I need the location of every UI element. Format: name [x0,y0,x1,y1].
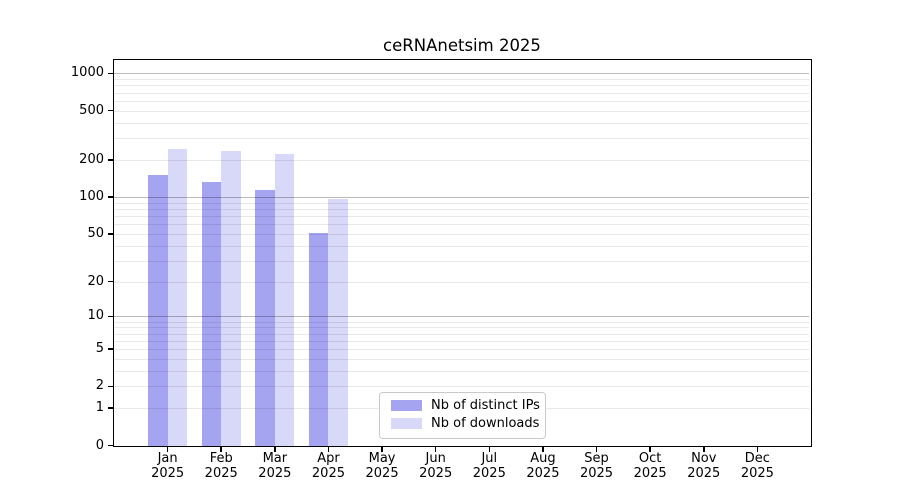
x-tick-jan [166,447,169,452]
y-tick-label-200: 200 [79,151,104,167]
x-tick-apr [327,447,330,452]
x-tick-label-feb: Feb 2025 [193,451,249,481]
x-tick-label-month: Mar [262,451,288,466]
x-tick-jun [434,447,437,452]
x-tick-label-year: 2025 [633,466,667,481]
x-tick-label-dec: Dec 2025 [729,451,785,481]
x-tick-label-year: 2025 [526,466,560,481]
x-tick-label-month: Jul [481,451,498,466]
x-tick-feb [220,447,222,452]
x-tick-label-year: 2025 [740,466,774,481]
y-tick-label-1: 1 [95,400,104,416]
y-tick-label-20: 20 [87,273,104,289]
x-tick-label-jul: Jul 2025 [461,451,517,481]
x-tick-label-oct: Oct 2025 [622,451,678,481]
x-tick-label-month: Feb [209,451,233,466]
plot-frame [113,59,812,447]
chart-title: ceRNAnetsim 2025 [383,36,541,55]
x-tick-mar [274,447,276,452]
legend-label-downloads: Nb of downloads [431,416,540,431]
x-tick-label-year: 2025 [258,466,292,481]
y-tick-label-0: 0 [95,437,104,453]
x-tick-label-jan: Jan 2025 [140,451,196,481]
x-tick-label-nov: Nov 2025 [676,451,732,481]
x-tick-label-month: Apr [317,451,340,466]
x-tick-label-aug: Aug 2025 [515,451,571,481]
x-tick-may [381,447,383,452]
y-tick-label-1000: 1000 [70,65,104,81]
x-tick-label-month: Nov [691,451,717,466]
y-tick-label-50: 50 [87,225,104,241]
x-tick-label-month: Sep [584,451,609,466]
legend-item-downloads: Nb of downloads [391,415,540,432]
x-tick-aug [542,447,544,452]
x-tick-label-apr: Apr 2025 [300,451,356,481]
x-tick-label-mar: Mar 2025 [247,451,303,481]
x-tick-label-year: 2025 [579,466,614,481]
x-tick-label-sep: Sep 2025 [569,451,625,481]
x-tick-label-month: Aug [530,451,556,466]
y-tick-label-10: 10 [87,308,104,324]
x-tick-label-year: 2025 [311,466,345,481]
y-tick-label-100: 100 [79,188,104,204]
legend-label-distinct-ips: Nb of distinct IPs [431,398,540,413]
y-tick-label-5: 5 [95,341,104,356]
x-tick-label-month: Jun [425,451,446,466]
x-tick-oct [649,447,651,452]
legend-swatch-downloads [391,418,422,429]
x-tick-label-year: 2025 [419,466,453,481]
legend-swatch-distinct-ips [391,400,422,411]
legend: Nb of distinct IPs Nb of downloads [379,392,546,439]
x-tick-label-year: 2025 [365,466,399,481]
x-tick-label-month: Jan [157,451,178,466]
x-tick-label-month: Dec [744,451,770,466]
x-tick-label-month: May [368,451,396,466]
x-tick-label-may: May 2025 [354,451,410,481]
y-tick-label-2: 2 [95,378,104,394]
x-tick-label-year: 2025 [472,466,506,481]
x-tick-label-jun: Jun 2025 [408,451,464,481]
x-tick-label-year: 2025 [151,466,185,481]
x-tick-sep [595,447,598,452]
legend-item-distinct-ips: Nb of distinct IPs [391,397,540,414]
x-tick-label-month: Oct [638,451,662,466]
x-tick-jul [488,447,491,452]
x-tick-nov [703,447,705,452]
y-tick-label-500: 500 [79,102,104,118]
x-tick-label-year: 2025 [204,466,238,481]
x-tick-dec [756,447,759,452]
x-tick-label-year: 2025 [687,466,721,481]
